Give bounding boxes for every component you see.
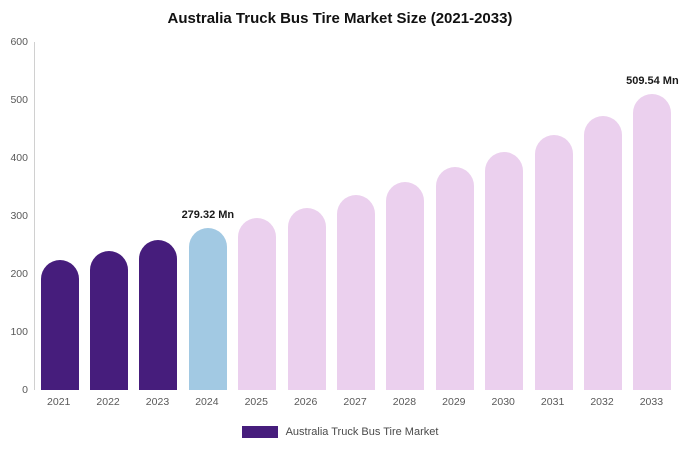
x-label-2032: 2032 (590, 396, 614, 408)
x-label-2030: 2030 (491, 396, 515, 408)
x-label-2027: 2027 (343, 396, 367, 408)
bar-slot-2033: 509.54 Mn (626, 42, 679, 390)
bar-slot-2032 (578, 42, 627, 390)
legend: Australia Truck Bus Tire Market (0, 426, 680, 438)
bar-slot-2028 (381, 42, 430, 390)
x-label-2033: 2033 (639, 396, 664, 408)
plot-area: 279.32 Mn 509.54 Mn (34, 42, 679, 390)
y-tick-0: 0 (22, 384, 28, 396)
y-tick-400: 400 (10, 152, 28, 164)
bar-slot-2021 (35, 42, 84, 390)
bar-2026 (287, 207, 326, 390)
bar-2025 (238, 218, 277, 390)
bar-2030 (485, 152, 524, 390)
bar-2021 (40, 260, 79, 390)
bar-slot-2026 (282, 42, 331, 390)
legend-label: Australia Truck Bus Tire Market (285, 426, 439, 438)
bar-2024 (188, 228, 227, 390)
bar-2028 (386, 182, 425, 390)
bar-slot-2022 (84, 42, 133, 390)
x-label-2026: 2026 (293, 396, 318, 408)
bar-2029 (435, 167, 474, 390)
legend-swatch (241, 426, 278, 438)
bar-slot-2027 (331, 42, 380, 390)
bar-value-label-2024: 279.32 Mn (181, 209, 235, 221)
bar-slot-2025 (233, 42, 282, 390)
y-tick-300: 300 (10, 210, 28, 222)
bar-slot-2023 (134, 42, 183, 390)
bar-slot-2029 (430, 42, 479, 390)
bar-2023 (139, 240, 178, 390)
x-label-2024: 2024 (195, 396, 219, 408)
chart-title: Australia Truck Bus Tire Market Size (20… (167, 10, 513, 27)
bar-value-label-2033: 509.54 Mn (626, 75, 679, 88)
bar-2032 (583, 116, 622, 390)
x-label-2023: 2023 (145, 396, 170, 408)
y-tick-200: 200 (10, 268, 28, 280)
bar-2033 (633, 94, 672, 390)
x-label-2031: 2031 (540, 396, 565, 408)
x-label-2025: 2025 (244, 396, 268, 408)
bar-2027 (337, 195, 376, 390)
bar-2031 (534, 134, 573, 390)
x-label-2029: 2029 (442, 396, 466, 408)
y-axis: 0 100 200 300 400 500 600 (0, 36, 30, 396)
y-tick-600: 600 (10, 36, 28, 48)
x-label-2021: 2021 (47, 396, 71, 408)
x-label-2022: 2022 (96, 396, 120, 408)
x-axis-labels: 2021 2022 2023 2024 2025 2026 2027 2028 2029 2030… (34, 396, 676, 412)
bar-2022 (90, 250, 129, 390)
bar-slot-2024: 279.32 Mn (181, 42, 235, 390)
x-label-2028: 2028 (392, 396, 417, 408)
y-tick-100: 100 (10, 326, 28, 338)
bar-slot-2031 (529, 42, 578, 390)
bar-slot-2030 (480, 42, 529, 390)
y-tick-500: 500 (10, 94, 28, 106)
